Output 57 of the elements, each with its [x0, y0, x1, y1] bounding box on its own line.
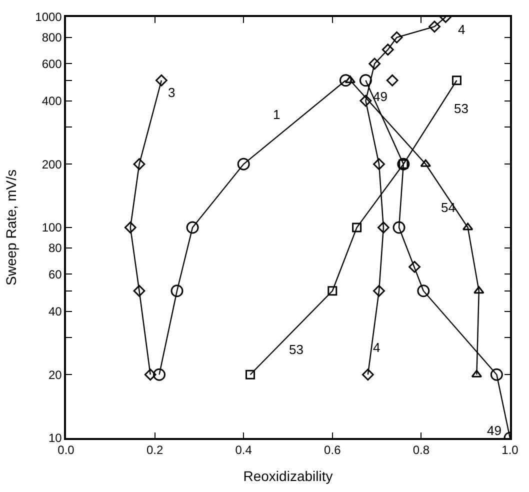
y-tick-label: 800 — [42, 30, 62, 45]
point — [386, 74, 398, 86]
annotation: 49 — [373, 89, 388, 104]
point — [417, 284, 430, 298]
point — [124, 222, 136, 234]
y-tick-label: 100 — [42, 220, 62, 235]
point — [474, 286, 484, 294]
x-tick-label: 0.2 — [146, 443, 164, 458]
x-tick-label: 0.0 — [58, 443, 75, 458]
point — [328, 286, 338, 296]
x-tick-label: 0.6 — [324, 443, 342, 458]
annotation: 53 — [454, 101, 468, 116]
x-tick-label: 0.4 — [235, 443, 252, 458]
annotation: 4 — [458, 22, 466, 37]
x-tick-label: 0.8 — [412, 443, 430, 458]
point — [373, 158, 385, 170]
point — [452, 76, 462, 86]
point — [362, 368, 374, 381]
point — [352, 222, 362, 232]
point — [237, 158, 250, 170]
point — [359, 74, 372, 87]
y-tick-label: 20 — [48, 368, 62, 382]
point — [144, 368, 156, 381]
annotation: 53 — [289, 342, 304, 357]
annotation: 3 — [168, 85, 176, 100]
x-tick-label: 1.0 — [502, 443, 519, 458]
y-tick-label: 80 — [48, 241, 62, 256]
point — [392, 221, 406, 234]
y-tick-label: 1000 — [35, 10, 62, 24]
point — [428, 20, 440, 33]
y-tick-label: 10 — [48, 431, 62, 446]
y-axis-title: Sweep Rate, mV/s — [3, 170, 20, 286]
point — [368, 58, 381, 70]
y-tick-label: 200 — [42, 157, 62, 172]
point — [373, 284, 385, 297]
point — [186, 221, 199, 234]
point — [156, 74, 168, 86]
y-tick-label: 40 — [48, 304, 62, 318]
point — [378, 222, 390, 234]
annotation: 1 — [273, 107, 280, 122]
point — [133, 284, 146, 297]
point — [152, 368, 166, 381]
point — [390, 31, 403, 44]
y-tick-label: 60 — [48, 267, 62, 282]
annotation: 4 — [373, 340, 380, 355]
point — [246, 370, 256, 380]
y-tick-label: 400 — [42, 94, 62, 108]
point — [170, 284, 184, 298]
x-axis-title: Reoxidizability — [243, 468, 333, 484]
point — [133, 158, 146, 170]
point — [408, 260, 420, 273]
y-tick-label: 600 — [42, 56, 62, 71]
point — [490, 368, 503, 381]
point — [339, 74, 352, 87]
annotation: 49 — [487, 423, 502, 438]
point — [360, 94, 372, 107]
point — [382, 44, 394, 56]
